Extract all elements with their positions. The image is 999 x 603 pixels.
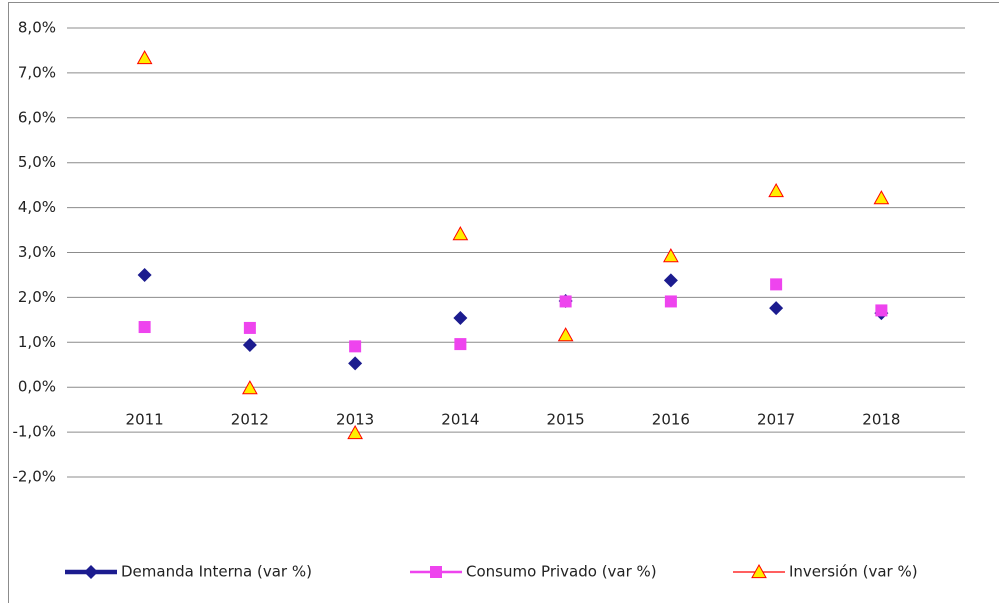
x-tick-label: 2015 bbox=[547, 411, 585, 429]
y-tick-label: 1,0% bbox=[18, 333, 56, 351]
y-tick-label: 7,0% bbox=[18, 63, 56, 81]
x-tick-label: 2014 bbox=[441, 411, 479, 429]
legend-marker bbox=[430, 566, 442, 578]
y-tick-label: 6,0% bbox=[18, 108, 56, 126]
marker bbox=[242, 337, 257, 352]
y-tick-label: -1,0% bbox=[12, 423, 56, 441]
marker bbox=[136, 50, 153, 65]
marker bbox=[873, 190, 890, 205]
marker bbox=[452, 226, 469, 241]
marker bbox=[559, 295, 572, 308]
y-tick-label: 4,0% bbox=[18, 198, 56, 216]
marker bbox=[770, 278, 783, 291]
chart-frame bbox=[8, 2, 999, 603]
marker bbox=[137, 267, 152, 282]
marker bbox=[453, 311, 468, 326]
legend-label: Inversión (var %) bbox=[789, 563, 918, 581]
x-tick-label: 2013 bbox=[336, 411, 374, 429]
marker bbox=[768, 182, 784, 198]
marker bbox=[138, 321, 151, 334]
y-tick-label: 3,0% bbox=[18, 243, 56, 261]
y-tick-label: 5,0% bbox=[18, 153, 56, 171]
y-tick-label: 0,0% bbox=[18, 378, 56, 396]
marker bbox=[243, 321, 256, 334]
marker bbox=[349, 340, 362, 353]
marker bbox=[664, 295, 677, 308]
marker bbox=[454, 338, 467, 351]
marker bbox=[347, 424, 363, 440]
marker bbox=[557, 327, 574, 342]
x-tick-label: 2012 bbox=[231, 411, 269, 429]
marker bbox=[348, 356, 363, 371]
marker bbox=[242, 380, 258, 395]
marker bbox=[875, 304, 888, 317]
y-tick-label: 8,0% bbox=[18, 19, 56, 37]
y-tick-label: 2,0% bbox=[18, 288, 56, 306]
y-tick-label: -2,0% bbox=[12, 468, 56, 486]
x-tick-label: 2018 bbox=[862, 411, 900, 429]
x-tick-label: 2016 bbox=[652, 411, 690, 429]
x-tick-label: 2011 bbox=[126, 411, 164, 429]
legend-marker bbox=[751, 563, 767, 579]
x-tick-label: 2017 bbox=[757, 411, 795, 429]
marker bbox=[663, 248, 679, 263]
legend-label: Consumo Privado (var %) bbox=[466, 563, 657, 581]
legend-label: Demanda Interna (var %) bbox=[121, 563, 312, 581]
marker bbox=[663, 273, 678, 288]
marker bbox=[769, 301, 784, 316]
legend-marker bbox=[84, 565, 98, 579]
